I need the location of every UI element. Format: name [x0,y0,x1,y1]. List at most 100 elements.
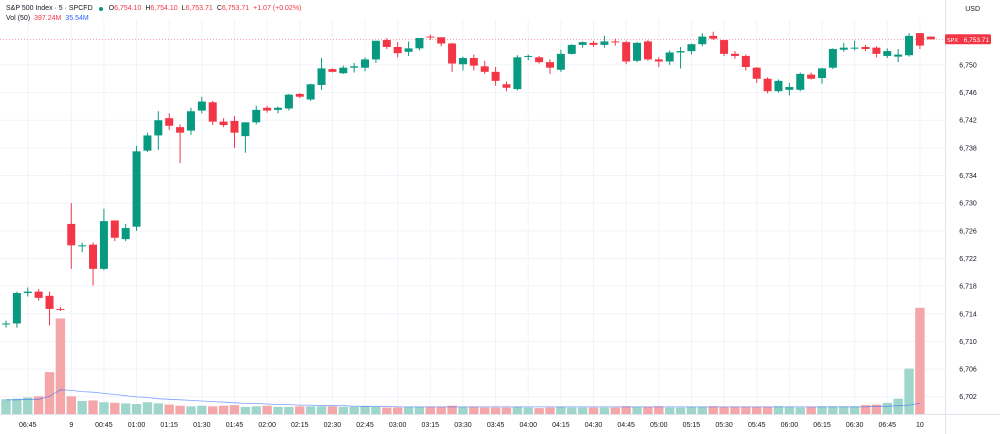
volume-bar [654,406,664,414]
volume-bar [1,399,11,414]
candle-body [23,291,32,294]
candle-body [915,33,924,46]
candle-body [730,53,739,56]
price-tick-label: 6,734 [959,173,977,180]
time-tick-label: 01:00 [128,422,146,429]
volume-bar [664,407,675,414]
legend-close: C6,753.71 [216,5,250,12]
candle-body [121,228,130,240]
price-tick-label: 6,730 [959,201,977,208]
candle-body [622,42,631,62]
candle-body [676,51,685,53]
volume-bar [632,406,642,414]
volume-bar [131,403,142,414]
volume-bar [371,406,381,414]
volume-bar [599,407,610,414]
volume-bar [806,406,816,414]
volume-bar [545,407,555,414]
time-tick-label: 02:00 [258,422,276,429]
volume-bar [305,406,316,414]
candle-body [567,44,576,54]
volume-bar [686,406,697,414]
volume-indicator-title[interactable]: Vol (50) [6,15,31,22]
candle-body [600,41,609,45]
candle-body [143,135,152,151]
volume-bar [469,406,479,414]
volume-bar [403,406,414,414]
candle-body [89,244,98,269]
candle-body [252,109,261,123]
candle-body [741,55,750,68]
candle-body [317,68,326,85]
time-tick-label: 01:30 [193,422,211,429]
candle-body [219,121,228,126]
candle-body [665,52,674,62]
candle-body [502,84,511,88]
volume-bar [218,405,229,414]
candle-body [883,51,892,56]
chart-legend: S&P 500 Index · 5 · SPCFD O6,754.10 H6,7… [6,4,301,24]
candle-body [154,120,163,136]
time-tick-label: 01:15 [160,422,178,429]
volume-ma-value: 35.54M [65,15,89,22]
legend-open: O6,754.10 [108,5,142,12]
volume-bar [164,404,174,414]
volume-bar [741,406,751,414]
candle-body [458,58,467,65]
last-price-tag-bg [945,34,991,45]
time-tick-label: 02:15 [291,422,309,429]
currency-label[interactable]: USD [965,6,980,13]
candle-body [426,36,435,38]
candle-body [687,44,696,52]
volume-bar [197,405,207,414]
volume-bar [567,407,577,414]
candle-body [513,57,522,90]
candle-body [839,47,848,50]
candle-body [643,41,652,60]
volume-bar [860,405,871,414]
last-price-tag-value: 6,753.71 [964,37,990,44]
candle-body [350,66,359,68]
price-tick-label: 6,742 [959,118,977,125]
candle-body [415,37,424,49]
market-status-icon [98,7,103,11]
time-tick-label: 06:15 [813,422,831,429]
candle-body [709,35,718,39]
volume-bar [610,407,620,414]
volume-bar [99,402,109,414]
legend-low: L6,753.71 [181,5,213,12]
volume-ma-line [6,389,920,408]
volume-bar [55,318,66,414]
candle-body [654,59,663,62]
volume-bar [708,406,718,414]
candle-body [67,223,76,246]
candle-body [110,220,119,238]
time-tick-label: 04:45 [617,422,635,429]
price-tick-label: 6,718 [959,284,977,291]
candle-body [720,40,729,54]
candle-body [78,245,87,247]
candle-body [785,87,794,90]
last-price-tag[interactable]: SPX 6,753.71 [945,34,991,45]
candle-body [796,73,805,90]
volume-bar [828,406,838,414]
price-tick-label: 6,710 [959,339,977,346]
symbol-title[interactable]: S&P 500 Index · 5 · SPCFD [6,5,93,12]
volume-bar [425,406,436,414]
candle-body [818,68,826,79]
volume-bar [697,406,708,414]
candle-body [241,122,250,137]
volume-bar [752,406,762,414]
volume-bar [588,407,599,414]
volume-bar [110,402,120,414]
price-tick-label: 6,714 [959,311,977,318]
candle-body [208,102,217,122]
price-tick-label: 6,706 [959,367,977,374]
candle-body [393,46,402,54]
candle-body [2,323,10,325]
volume-bar [414,406,425,414]
legend-change: +1.07 (+0.02%) [253,5,302,12]
price-tick-label: 6,702 [959,394,977,401]
volume-bar [229,405,240,414]
